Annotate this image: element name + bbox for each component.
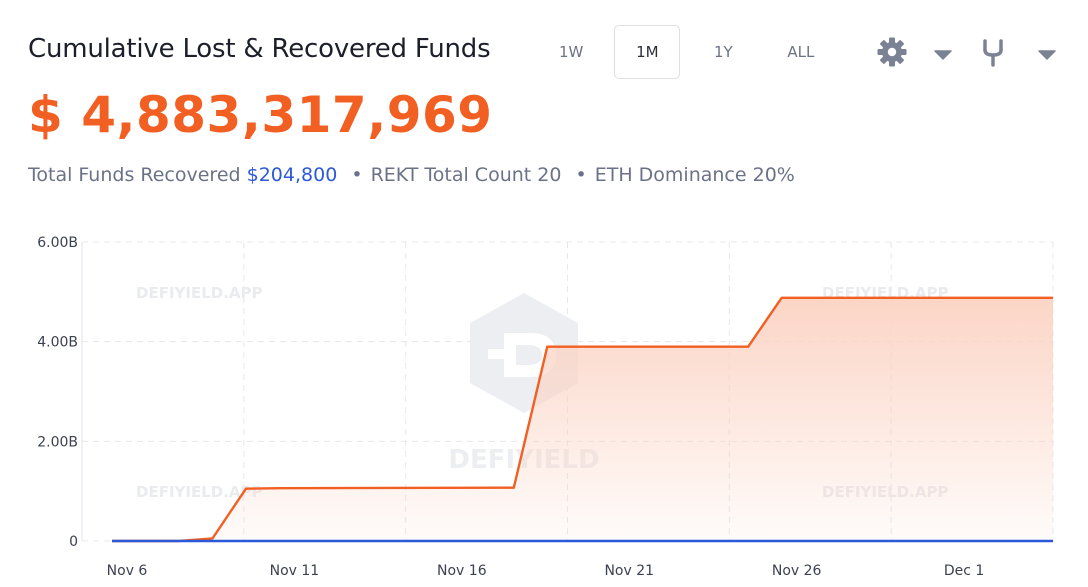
caret-down-icon[interactable] bbox=[1038, 46, 1056, 65]
x-tick-label: Nov 11 bbox=[270, 563, 320, 579]
x-tick-label: Nov 16 bbox=[437, 563, 487, 579]
rekt-count: REKT Total Count 20 bbox=[370, 164, 562, 186]
line-chart: DEFIYIELD.APP DEFIYIELD.APP DEFIYIELD.AP… bbox=[37, 235, 1054, 579]
recovered-value: $204,800 bbox=[246, 164, 338, 186]
tab-1m[interactable]: 1M bbox=[614, 25, 681, 79]
watermark-text: DEFIYIELD.APP bbox=[136, 483, 263, 501]
x-tick-label: Dec 1 bbox=[944, 563, 984, 579]
range-tabs: 1W 1M 1Y ALL bbox=[538, 24, 845, 80]
gear-icon[interactable] bbox=[876, 36, 908, 72]
y-tick-label: 6.00B bbox=[37, 235, 78, 251]
y-tick-label: 2.00B bbox=[37, 434, 78, 450]
tab-all[interactable]: ALL bbox=[787, 43, 815, 61]
area-fill-0 bbox=[112, 297, 1053, 541]
chart-title: Cumulative Lost & Recovered Funds bbox=[28, 34, 491, 64]
summary-stats: Total Funds Recovered $204,800 • REKT Tot… bbox=[28, 164, 795, 186]
y-tick-label: 0 bbox=[69, 534, 78, 550]
separator-dot: • bbox=[351, 164, 363, 186]
series-line-0 bbox=[112, 296, 1053, 543]
x-tick-label: Nov 26 bbox=[772, 563, 822, 579]
tab-1y[interactable]: 1Y bbox=[714, 43, 733, 61]
separator-dot: • bbox=[575, 164, 587, 186]
tab-1w[interactable]: 1W bbox=[559, 43, 584, 61]
eth-dominance: ETH Dominance 20% bbox=[594, 164, 795, 186]
caret-down-icon[interactable] bbox=[934, 46, 952, 65]
x-tick-label: Nov 6 bbox=[107, 563, 148, 579]
total-lost-value: $ 4,883,317,969 bbox=[28, 86, 493, 144]
recovered-label: Total Funds Recovered bbox=[28, 164, 241, 186]
watermark-text: DEFIYIELD.APP bbox=[136, 284, 263, 302]
y-tick-label: 4.00B bbox=[37, 335, 78, 351]
x-tick-label: Nov 21 bbox=[604, 563, 654, 579]
fork-icon[interactable] bbox=[980, 38, 1006, 72]
